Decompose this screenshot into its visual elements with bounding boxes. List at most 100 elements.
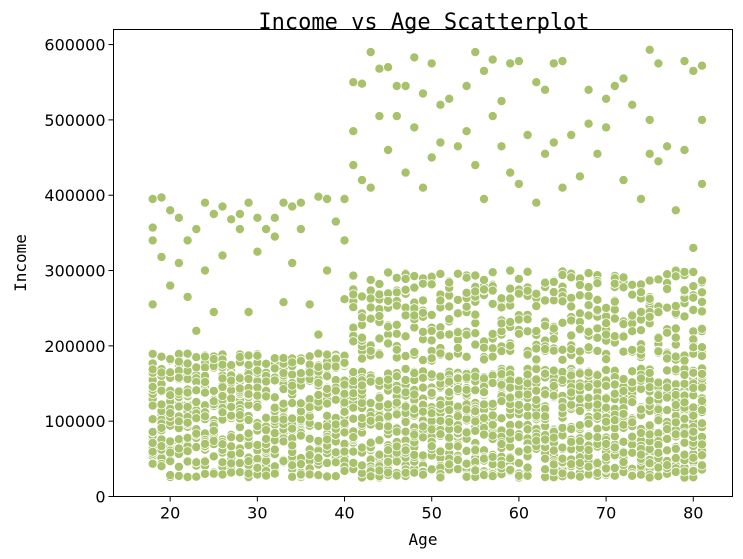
data-point [278, 297, 289, 308]
data-point [287, 201, 298, 212]
data-point [461, 272, 472, 283]
data-point [182, 446, 193, 457]
data-point [452, 441, 463, 452]
data-point [557, 442, 568, 453]
data-point [609, 331, 620, 342]
data-point [505, 265, 516, 276]
data-point [618, 282, 629, 293]
data-point [226, 458, 237, 469]
data-point [513, 446, 524, 457]
data-point [470, 270, 481, 281]
data-point [662, 405, 673, 416]
data-point [234, 373, 245, 384]
y-tick-label: 400000 [44, 186, 105, 205]
data-point [574, 457, 585, 468]
data-point [496, 96, 507, 107]
data-point [417, 326, 428, 337]
data-point [627, 310, 638, 321]
data-point [470, 160, 481, 171]
data-point [662, 327, 673, 338]
data-point [470, 328, 481, 339]
data-point [636, 373, 647, 384]
data-point [461, 126, 472, 137]
data-point [601, 438, 612, 449]
data-point [618, 175, 629, 186]
data-point [653, 462, 664, 473]
data-point [330, 394, 341, 405]
data-point [496, 141, 507, 152]
data-point [226, 410, 237, 421]
data-point [644, 148, 655, 159]
data-point [409, 310, 420, 321]
data-point [662, 445, 673, 456]
data-point [348, 270, 359, 281]
data-point [478, 342, 489, 353]
data-point [374, 349, 385, 360]
data-point [199, 265, 210, 276]
data-point [601, 329, 612, 340]
data-point [226, 432, 237, 443]
data-point [278, 455, 289, 466]
data-point [156, 385, 167, 396]
data-point [522, 326, 533, 337]
data-point [356, 291, 367, 302]
data-point [400, 374, 411, 385]
data-point [688, 292, 699, 303]
data-point [417, 88, 428, 99]
data-point [592, 323, 603, 334]
data-point [636, 287, 647, 298]
data-point [400, 426, 411, 437]
data-point [688, 452, 699, 463]
data-point [356, 312, 367, 323]
data-point [191, 471, 202, 482]
data-point [487, 410, 498, 421]
data-point [531, 301, 542, 312]
data-point [173, 461, 184, 472]
data-point [609, 81, 620, 92]
data-point [583, 381, 594, 392]
data-point [261, 470, 272, 481]
data-point [522, 378, 533, 389]
data-point [627, 344, 638, 355]
data-point [487, 298, 498, 309]
data-point [505, 453, 516, 464]
data-point [566, 370, 577, 381]
data-point [182, 471, 193, 482]
data-point [339, 465, 350, 476]
data-point [670, 271, 681, 282]
data-point [513, 458, 524, 469]
data-point [156, 422, 167, 433]
data-point [688, 304, 699, 315]
data-point [295, 398, 306, 409]
data-point [217, 391, 228, 402]
data-point [147, 437, 158, 448]
data-point [644, 275, 655, 286]
data-point [478, 274, 489, 285]
data-point [234, 351, 245, 362]
data-point [653, 307, 664, 318]
data-point [173, 443, 184, 454]
data-point [697, 342, 708, 353]
data-point [304, 402, 315, 413]
data-point [496, 459, 507, 470]
data-point [487, 451, 498, 462]
data-point [592, 432, 603, 443]
data-point [191, 396, 202, 407]
data-point [417, 432, 428, 443]
data-point [304, 367, 315, 378]
data-point [566, 344, 577, 355]
data-point [662, 353, 673, 364]
data-point [391, 409, 402, 420]
data-point [391, 111, 402, 122]
data-point [147, 414, 158, 425]
data-point [566, 330, 577, 341]
data-point [182, 456, 193, 467]
data-point [304, 351, 315, 362]
data-point [444, 405, 455, 416]
data-point [252, 421, 263, 432]
data-point [191, 428, 202, 439]
data-point [199, 456, 210, 467]
data-point [548, 345, 559, 356]
data-point [470, 406, 481, 417]
